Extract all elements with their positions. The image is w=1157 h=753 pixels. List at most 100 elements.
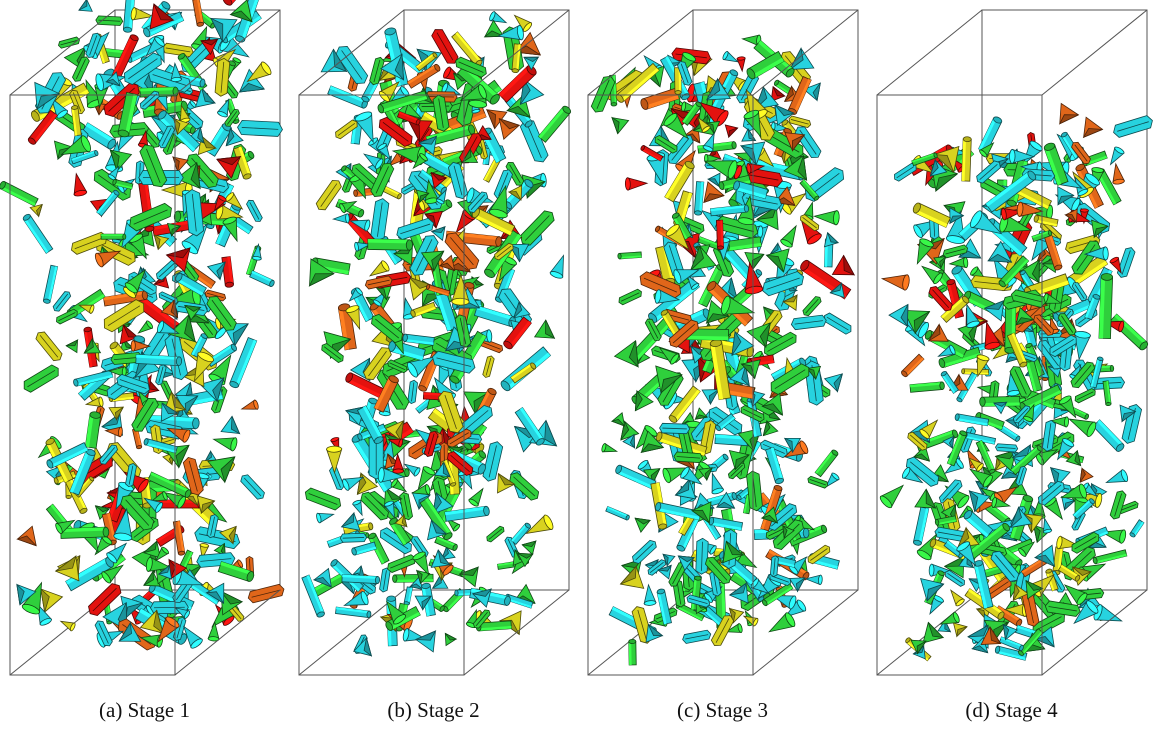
particle [610,412,626,427]
particle [458,566,480,588]
particle [799,179,820,201]
particle [216,156,242,179]
particle [901,353,925,378]
particle [760,506,779,524]
particle [770,85,786,103]
particle [1083,246,1109,261]
particle [145,36,165,57]
particle [939,611,960,625]
particle [70,150,99,165]
particle [370,198,390,242]
particle [711,472,725,495]
particle [430,225,446,242]
particle [761,582,794,607]
particle [438,254,456,272]
particle [744,261,764,295]
particle [694,407,709,420]
particle [467,191,489,213]
particle [663,113,689,140]
particle [976,354,990,378]
particle [71,105,82,137]
particle [468,487,484,507]
particle [514,406,545,446]
particle [199,377,225,403]
particle [119,324,140,345]
box-front-edges [876,9,1148,676]
particle [746,322,771,349]
particle [611,116,630,135]
particle [224,192,244,210]
particle [387,438,404,448]
particle [928,286,953,312]
particle [970,210,1003,235]
particle [498,65,537,103]
particle [1070,361,1096,389]
particle [157,564,172,580]
particle [54,555,80,582]
particle [645,623,664,643]
particle [664,160,695,203]
particle [980,626,1002,645]
particle [240,399,259,410]
particle [483,19,505,38]
particle [81,122,117,150]
particle [802,82,821,102]
particle [979,396,1021,407]
particle [813,210,840,226]
particle [37,603,53,626]
particle [1092,419,1125,452]
particle [384,420,404,442]
particle [994,645,1028,661]
particle [415,189,430,204]
particle [519,119,549,163]
particle [984,321,1001,350]
particle [1056,438,1075,461]
particle [390,478,408,493]
particle [954,413,990,427]
particle [618,288,642,306]
particle [486,525,505,543]
particle [72,56,90,82]
particle [715,491,736,509]
particle [523,56,540,71]
particle [998,255,1030,288]
particle [103,82,140,117]
particle [690,244,717,271]
particle [100,233,127,240]
particle [990,550,1020,582]
particle [654,134,678,154]
particle [380,53,404,81]
particle [55,519,76,535]
particle [377,90,428,114]
particle [107,366,127,378]
particle [175,161,201,190]
particle [705,299,730,324]
particle [104,426,123,438]
particle [143,438,178,454]
particle [1006,332,1028,368]
particle [157,616,180,643]
particle-render-stage-4 [876,9,1153,676]
particle [613,339,639,368]
particle [407,356,436,378]
particle [647,559,666,576]
particle [160,299,179,319]
particle [966,303,981,328]
particle [1010,506,1033,528]
particles [590,34,856,666]
particle [507,184,523,201]
particle [789,47,815,70]
particle [130,6,155,21]
particle [894,162,917,182]
particle [967,522,1011,560]
particle [1037,480,1065,506]
particle [1129,519,1145,538]
particle [999,214,1032,233]
particle [341,574,381,584]
particle [431,574,449,589]
particle [214,57,231,97]
particle [655,365,683,394]
particle [387,554,416,573]
particle [417,135,438,156]
particle [740,359,761,380]
